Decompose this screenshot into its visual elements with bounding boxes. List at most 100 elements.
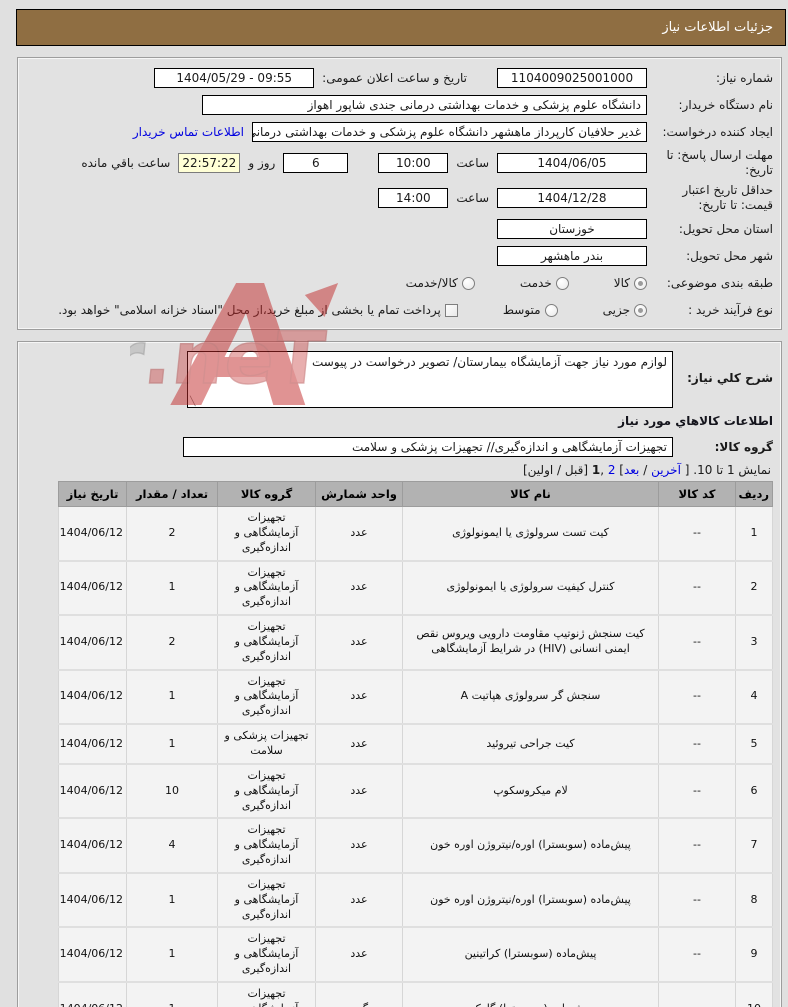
subject-class-row: طبقه بندی موضوعی: کالا خدمت کالا/خدمت: [28, 272, 773, 294]
table-cell: تجهیزات پزشکی و سلامت: [217, 723, 316, 765]
table-cell: 4: [126, 817, 218, 874]
items-table: ردیف کد کالا نام کالا واحد شمارش گروه کا…: [58, 481, 773, 1007]
need-description-textarea[interactable]: لوازم مورد نیاز جهت آزمایشگاه بیمارستان/…: [187, 351, 673, 408]
radio-minor[interactable]: [634, 303, 647, 317]
table-cell: عدد: [315, 614, 403, 671]
table-row: 8 -- پیش‌ماده (سوبسترا) اوره/نیتروژن اوره …: [58, 872, 773, 929]
radio-service[interactable]: [555, 276, 569, 290]
table-cell: 9: [735, 926, 773, 983]
request-creator-field[interactable]: غدیر حلافیان کارپرداز ماهشهر دانشگاه علو…: [252, 122, 647, 142]
request-creator-label: ایجاد کننده درخواست:: [662, 124, 773, 139]
table-cell: عدد: [315, 505, 403, 562]
table-cell: 4: [735, 669, 773, 726]
table-cell: 7: [735, 817, 773, 874]
table-cell: --: [658, 763, 736, 820]
table-cell: تجهیزات آزمایشگاهی و اندازه‌گیری: [217, 505, 316, 562]
table-cell: 1404/06/12: [58, 817, 127, 874]
radio-medium[interactable]: [544, 303, 558, 317]
table-cell: تجهیزات آزمایشگاهی و اندازه‌گیری: [217, 669, 316, 726]
table-cell: پیش‌ماده (سوبسترا) کراتینین: [402, 926, 659, 983]
table-cell: 2: [126, 614, 218, 671]
radio-goods-label: کالا: [613, 276, 630, 290]
items-table-body: 1 -- کیت تست سرولوژی یا ایمونولوژی عدد تجهیز…: [58, 505, 773, 1007]
table-cell: 1404/06/12: [58, 560, 127, 617]
table-row: 7 -- پیش‌ماده (سوبسترا) اوره/نیتروژن اوره …: [58, 817, 773, 874]
table-cell: سنجش گر سرولوژی هپاتیت A: [402, 669, 659, 726]
goods-group-row: گروه كالا: تجهیزات آزمایشگاهی و اندازه‌گ…: [28, 436, 773, 458]
general-info-panel: شماره نیاز: 1104009025001000 تاریخ و ساع…: [17, 57, 782, 330]
table-cell: 1: [126, 560, 218, 617]
city-label: شهر محل تحویل:: [686, 248, 773, 263]
table-cell: 1: [126, 926, 218, 983]
province-field[interactable]: خوزستان: [497, 219, 647, 239]
table-cell: لام میکروسکوپ: [402, 763, 659, 820]
column-header-item-name: نام کالا: [402, 481, 659, 507]
column-header-quantity: تعداد / مقدار: [126, 481, 218, 507]
price-validity-time-field[interactable]: 14:00: [378, 188, 449, 208]
table-cell: تجهیزات آزمایشگاهی و اندازه‌گیری: [217, 614, 316, 671]
table-cell: 1: [126, 872, 218, 929]
purchase-process-label: نوع فرآیند خرید :: [688, 302, 773, 317]
pagination-comma: ,: [600, 463, 608, 477]
price-validity-hour-label: ساعت: [456, 191, 489, 205]
items-panel: شرح كلي نياز: لوازم مورد نیاز جهت آزمایش…: [17, 341, 782, 1007]
table-row: 4 -- سنجش گر سرولوژی هپاتیت A عدد تجهیزات آز…: [58, 669, 773, 726]
radio-minor-label: جزیی: [602, 303, 630, 317]
radio-goods-service[interactable]: [461, 276, 475, 290]
buyer-org-field[interactable]: دانشگاه علوم پزشکی و خدمات بهداشتی درمان…: [202, 95, 647, 115]
table-cell: --: [658, 981, 736, 1007]
table-row: 9 -- پیش‌ماده (سوبسترا) کراتینین عدد تجهیزات…: [58, 926, 773, 983]
pagination-showing: نمایش 1 تا 10. [: [680, 463, 771, 477]
radio-goods-service-label: کالا/خدمت: [405, 276, 458, 290]
province-row: استان محل تحویل: خوزستان: [28, 218, 773, 240]
pagination-next-link[interactable]: بعد: [623, 463, 640, 477]
table-cell: کنترل کیفیت سرولوژی یا ایمونولوژی: [402, 560, 659, 617]
city-field[interactable]: بندر ماهشهر: [497, 246, 647, 266]
remaining-days-field[interactable]: 6: [283, 153, 349, 173]
table-row: 5 -- کیت جراحی تیروئید عدد تجهیزات پزشکی و س…: [58, 723, 773, 765]
column-header-unit: واحد شمارش: [315, 481, 403, 507]
table-cell: کیت سنجش ژنوتیپ مقاومت دارویی ویروس نقص …: [402, 614, 659, 671]
table-cell: 1404/06/12: [58, 505, 127, 562]
table-cell: تجهیزات آزمایشگاهی و اندازه‌گیری: [217, 926, 316, 983]
table-cell: تجهیزات آزمایشگاهی و اندازه‌گیری: [217, 872, 316, 929]
need-number-field[interactable]: 1104009025001000: [497, 68, 647, 88]
pagination: نمایش 1 تا 10. [ آخرین / بعد] 2 ,1 [قبل …: [28, 463, 771, 477]
reply-deadline-time-field[interactable]: 10:00: [378, 153, 449, 173]
table-cell: عدد: [315, 926, 403, 983]
table-cell: 1: [126, 669, 218, 726]
city-row: شهر محل تحویل: بندر ماهشهر: [28, 245, 773, 267]
table-cell: عدد: [315, 723, 403, 765]
reply-deadline-label: مهلت ارسال پاسخ: تا تاریخ:: [666, 148, 773, 177]
table-cell: --: [658, 560, 736, 617]
table-cell: 5: [735, 723, 773, 765]
buyer-contact-link[interactable]: اطلاعات تماس خریدار: [132, 125, 244, 139]
treasury-checkbox[interactable]: [444, 303, 458, 317]
pagination-page-2-link[interactable]: 2: [607, 463, 616, 477]
price-validity-date-field[interactable]: 1404/12/28: [497, 188, 647, 208]
column-header-goods-group: گروه کالا: [217, 481, 316, 507]
reply-deadline-row: مهلت ارسال پاسخ: تا تاریخ: 1404/06/05 سا…: [28, 148, 773, 178]
column-header-row-number: ردیف: [735, 481, 773, 507]
countdown-label: ساعت باقي مانده: [81, 156, 171, 170]
goods-group-field[interactable]: تجهیزات آزمایشگاهی و اندازه‌گیری// تجهیز…: [183, 437, 673, 457]
table-cell: پیش‌ماده (سوبسترا) اوره/نیتروژن اوره خون: [402, 817, 659, 874]
table-cell: --: [658, 669, 736, 726]
table-cell: 1404/06/12: [58, 763, 127, 820]
treasury-checkbox-label: پرداخت تمام یا بخشی از مبلغ خرید،از محل …: [58, 303, 441, 317]
announce-datetime-field[interactable]: 1404/05/29 - 09:55: [154, 68, 315, 88]
subject-class-label: طبقه بندی موضوعی:: [666, 275, 773, 290]
need-description-text: لوازم مورد نیاز جهت آزمایشگاه بیمارستان/…: [312, 355, 667, 369]
page-title: جزئیات اطلاعات نیاز: [662, 20, 773, 35]
countdown-timer: 22:57:22: [178, 153, 241, 173]
table-cell: تجهیزات آزمایشگاهی و اندازه‌گیری: [217, 560, 316, 617]
table-cell: 10: [126, 763, 218, 820]
table-cell: گرم: [315, 981, 403, 1007]
radio-goods[interactable]: [634, 276, 647, 290]
reply-deadline-date-field[interactable]: 1404/06/05: [497, 153, 647, 173]
reply-deadline-hour-label: ساعت: [456, 156, 489, 170]
pagination-last-link[interactable]: آخرین: [651, 463, 681, 477]
radio-medium-label: متوسط: [502, 303, 541, 317]
table-cell: 1404/06/12: [58, 669, 127, 726]
table-cell: کیت جراحی تیروئید: [402, 723, 659, 765]
